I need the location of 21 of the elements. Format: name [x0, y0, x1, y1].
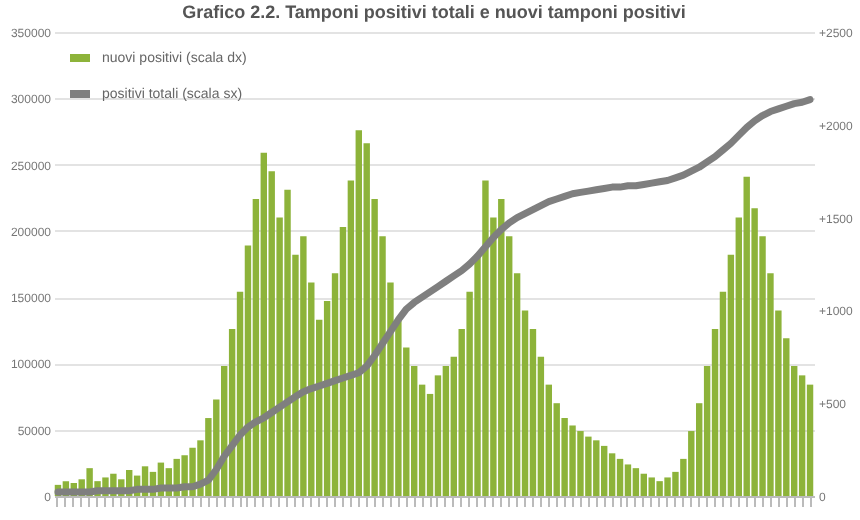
- bar: [664, 477, 671, 496]
- bar: [300, 236, 307, 496]
- bar: [260, 152, 267, 496]
- bar: [656, 481, 663, 496]
- bar: [608, 453, 616, 496]
- bar: [632, 468, 640, 496]
- bar: [569, 425, 576, 496]
- bar: [648, 477, 655, 496]
- bar: [624, 464, 632, 496]
- bar: [355, 130, 362, 496]
- chart-title: Grafico 2.2. Tamponi positivi totali e nuovi tamponi positivi: [182, 2, 686, 22]
- bar: [616, 458, 624, 496]
- bar: [585, 436, 592, 496]
- bar: [601, 445, 608, 496]
- bar: [284, 189, 291, 496]
- bar: [640, 473, 647, 496]
- bar: [498, 199, 505, 496]
- bar: [577, 431, 584, 496]
- bar: [482, 180, 489, 496]
- bar: [593, 440, 600, 496]
- bar: [743, 176, 750, 496]
